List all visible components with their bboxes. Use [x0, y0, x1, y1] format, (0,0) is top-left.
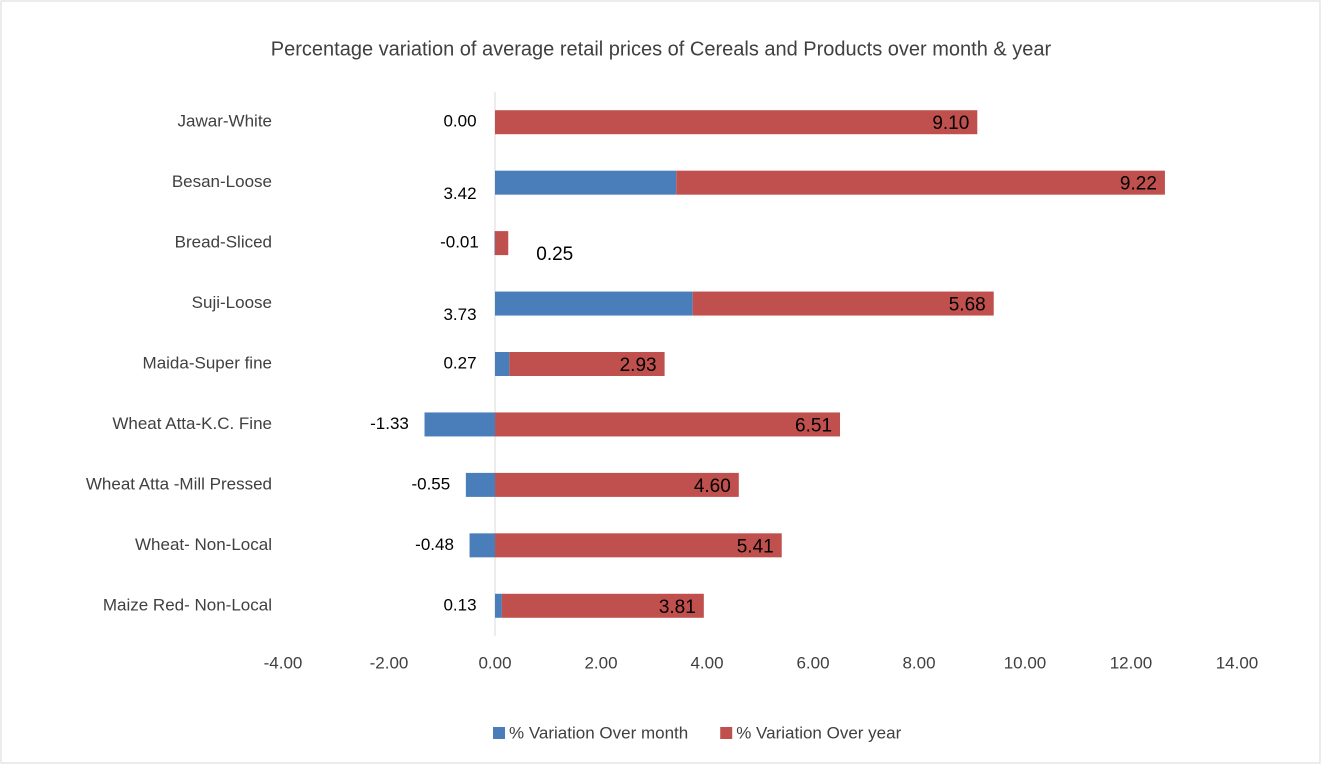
- chart-title: Percentage variation of average retail p…: [271, 38, 1052, 60]
- data-label: 6.51: [795, 415, 832, 436]
- y-tick-label: Maida-Super fine: [143, 353, 272, 372]
- legend-label: % Variation Over month: [509, 723, 688, 742]
- legend-swatch: [493, 727, 505, 739]
- x-tick-label: 14.00: [1216, 653, 1259, 672]
- bar-segment: [494, 231, 495, 256]
- x-tick-label: 10.00: [1004, 653, 1047, 672]
- y-tick-label: Bread-Sliced: [175, 233, 272, 252]
- bar-segment: [501, 593, 704, 618]
- data-label: 3.73: [443, 305, 476, 324]
- data-label: -1.33: [370, 414, 409, 433]
- bar-segment: [469, 533, 495, 558]
- y-tick-label: Jawar-White: [178, 112, 272, 131]
- y-tick-label: Suji-Loose: [192, 293, 272, 312]
- bar-segment: [495, 352, 510, 376]
- data-label: 2.93: [620, 355, 657, 376]
- x-tick-label: 12.00: [1110, 653, 1153, 672]
- legend-label: % Variation Over year: [736, 723, 901, 742]
- bar-segment: [465, 472, 495, 497]
- data-label: 5.41: [737, 536, 774, 557]
- x-tick-label: 0.00: [478, 653, 511, 672]
- data-label: -0.55: [411, 474, 450, 493]
- data-label: 3.81: [659, 597, 696, 618]
- y-tick-label: Wheat Atta -Mill Pressed: [86, 474, 272, 493]
- data-label: 0.27: [443, 353, 476, 372]
- data-label: 4.60: [694, 476, 731, 497]
- y-tick-label: Maize Red- Non-Local: [103, 595, 272, 614]
- bar-segment: [495, 412, 841, 437]
- x-tick-label: 8.00: [902, 653, 935, 672]
- bar-segment: [495, 472, 739, 497]
- bar-segment: [495, 533, 782, 558]
- bar-segment: [495, 110, 978, 135]
- data-label: 3.42: [443, 184, 476, 203]
- data-label: 9.22: [1120, 174, 1157, 195]
- bar-segment: [495, 170, 677, 195]
- y-tick-label: Wheat- Non-Local: [135, 535, 272, 554]
- legend-swatch: [720, 727, 733, 739]
- x-tick-label: 2.00: [584, 653, 617, 672]
- x-tick-label: -2.00: [370, 653, 409, 672]
- bar-segment: [676, 170, 1165, 195]
- bar-segment: [495, 231, 509, 256]
- x-tick-label: 6.00: [796, 653, 829, 672]
- data-label: 0.13: [443, 595, 476, 614]
- data-label: -0.01: [440, 233, 479, 252]
- data-label: 0.25: [536, 244, 573, 265]
- x-tick-label: 4.00: [690, 653, 723, 672]
- y-tick-label: Wheat Atta-K.C. Fine: [112, 414, 272, 433]
- x-tick-label: -4.00: [264, 653, 303, 672]
- bar-segment: [692, 291, 994, 316]
- bar-segment: [424, 412, 495, 437]
- bar-segment: [495, 593, 502, 618]
- bar-segment: [495, 291, 693, 316]
- data-label: 0.00: [443, 112, 476, 131]
- data-label: 9.10: [932, 113, 969, 134]
- y-tick-label: Besan-Loose: [172, 172, 272, 191]
- bar-segment: [509, 352, 665, 376]
- data-label: -0.48: [415, 535, 454, 554]
- data-label: 5.68: [949, 295, 986, 316]
